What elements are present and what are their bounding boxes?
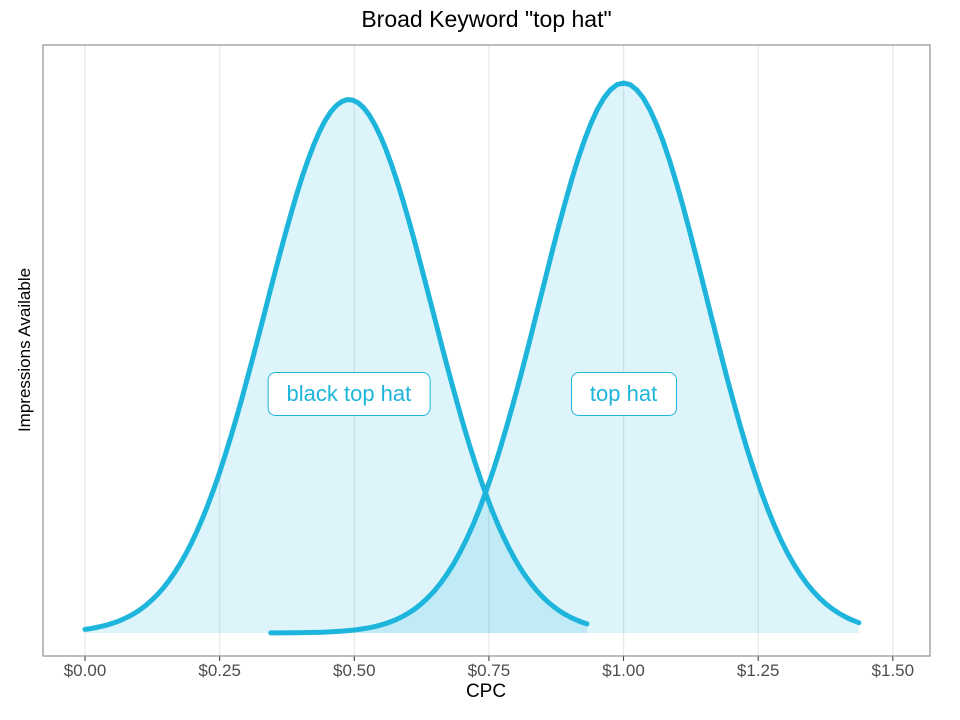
density-fill-top-hat: [270, 83, 859, 633]
x-tick-label: $0.50: [333, 661, 376, 680]
panel-border: [42, 44, 931, 657]
y-axis-title: Impressions Available: [15, 267, 34, 433]
density-curve-top-hat: [268, 80, 862, 636]
x-tick-label: $0.75: [467, 661, 511, 680]
x-tick-label: $1.50: [871, 661, 915, 680]
x-axis-title: CPC: [465, 681, 507, 702]
curve-annotation-black-top-hat: black top hat: [267, 371, 431, 416]
x-tick-label: $1.25: [736, 661, 780, 680]
density-curve-black-top-hat: [82, 97, 590, 632]
x-tick-label: $1.00: [602, 661, 645, 680]
panel-background: [43, 45, 930, 656]
curve-annotation-top-hat: top hat: [570, 371, 677, 416]
x-tick-label: $0.25: [198, 661, 241, 680]
x-tick-label: $0.00: [63, 661, 107, 680]
chart-title: Broad Keyword "top hat": [361, 6, 612, 32]
